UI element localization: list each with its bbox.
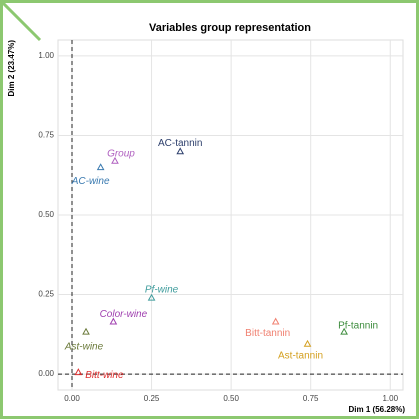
point (111, 156, 119, 164)
point-label: Bitt-wine (85, 370, 124, 381)
frame-decoration (0, 0, 42, 42)
x-tick-label: 0.50 (223, 394, 239, 403)
x-tick-label: 0.00 (64, 394, 80, 403)
point (82, 327, 90, 335)
chart-title: Variables group representation (149, 22, 311, 34)
y-tick-label: 1.00 (38, 51, 54, 60)
point (147, 293, 156, 301)
point (96, 163, 105, 171)
point (176, 147, 185, 155)
point (303, 339, 312, 347)
point-label: Group (107, 149, 135, 160)
x-tick-label: 0.25 (144, 394, 160, 403)
point-label: Ast-tannin (278, 351, 323, 362)
point (271, 317, 280, 325)
point (340, 327, 348, 335)
point-label: Ast-wine (64, 341, 104, 352)
y-tick-label: 0.50 (38, 210, 54, 219)
y-axis-label: Dim 2 (23.47%) (7, 40, 16, 97)
x-tick-label: 0.75 (303, 394, 319, 403)
point-label: Color-wine (100, 309, 148, 320)
point-label: Bitt-tannin (245, 328, 290, 339)
point-label: AC-wine (71, 176, 110, 187)
point-label: Pf-wine (145, 284, 179, 295)
plot-content: 0.00 0.25 0.50 0.75 1.00 0.00 0.25 0.50 0.75 1.00… (38, 40, 403, 403)
y-tick-label: 0.25 (38, 290, 54, 299)
x-axis-label: Dim 1 (56.28%) (349, 405, 406, 414)
point (109, 317, 118, 325)
y-tick-label: 0.00 (38, 369, 54, 378)
point-label: AC-tannin (158, 138, 202, 149)
point-label: Pf-tannin (338, 320, 378, 331)
y-tick-label: 0.75 (38, 131, 54, 140)
point (74, 368, 83, 376)
x-tick-label: 1.00 (382, 394, 398, 403)
